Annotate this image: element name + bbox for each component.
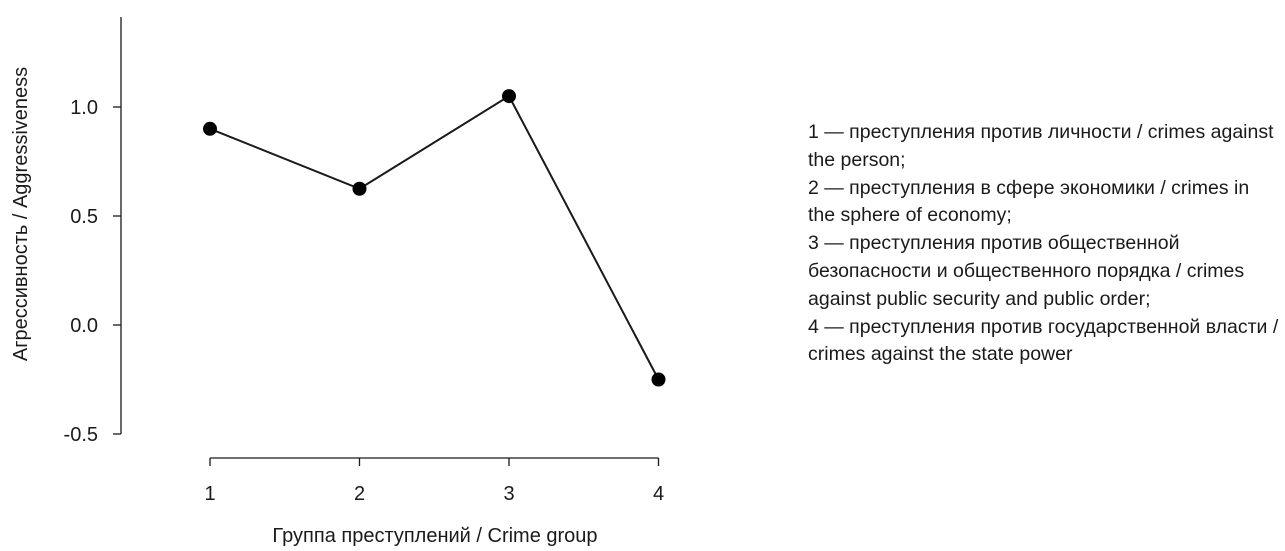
x-tick-label: 3: [503, 483, 514, 505]
y-tick-label: 1.0: [70, 97, 98, 119]
legend-item-1: 1 — преступления против личности / crime…: [808, 121, 1274, 171]
data-point: [203, 121, 217, 136]
y-tick-label: 0.5: [70, 206, 98, 228]
series: [203, 89, 666, 387]
y-axis-label: Агрессивность / Aggressiveness: [10, 67, 32, 361]
x-tick-label: 1: [204, 483, 215, 505]
y-axis: 1.0 0.5 0.0 -0.5: [64, 17, 122, 446]
x-tick-label: 4: [653, 483, 664, 505]
x-axis: 1 2 3 4: [204, 457, 664, 505]
y-tick-label: 0.0: [70, 315, 98, 337]
data-point: [352, 181, 367, 196]
legend-item-2: 2 — преступления в сфере экономики / cri…: [808, 176, 1250, 227]
x-axis-label: Группа преступлений / Crime group: [272, 525, 597, 547]
data-point: [502, 89, 516, 104]
series-line: [209, 94, 660, 380]
line-chart: 1.0 0.5 0.0 -0.5 1 2 3 4 Агрессивность / Aggre…: [10, 17, 666, 547]
legend-item-3: 3 — преступления против общественной без…: [808, 232, 1245, 310]
y-tick-label: -0.5: [64, 424, 98, 446]
legend-item-4: 4 — преступления против государственной …: [808, 315, 1279, 366]
legend: 1 — преступления против личности / crime…: [808, 119, 1280, 369]
x-tick-label: 2: [354, 483, 365, 505]
data-point: [651, 372, 666, 387]
